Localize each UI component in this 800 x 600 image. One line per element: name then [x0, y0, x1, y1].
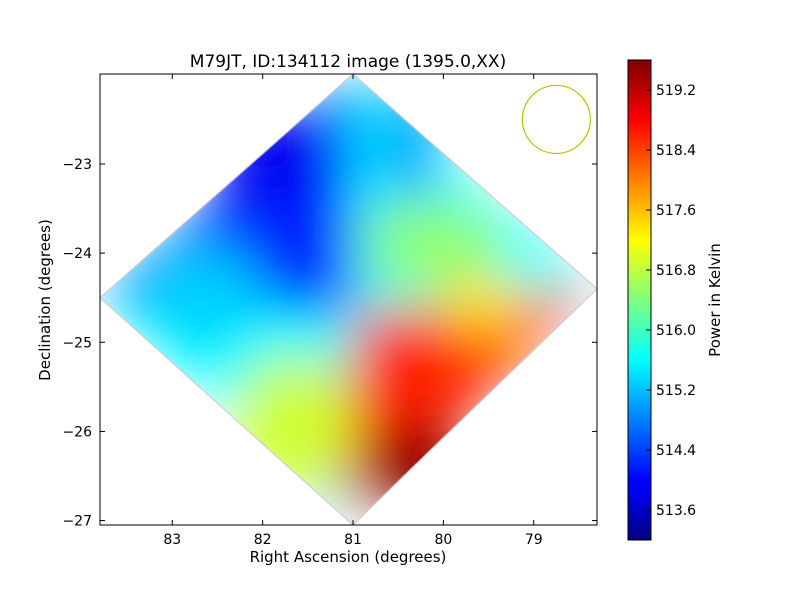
colorbar-label: Power in Kelvin	[706, 243, 724, 357]
y-tick-label: −25	[62, 335, 92, 351]
heatmap-region	[233, 354, 354, 495]
colorbar-gradient	[627, 59, 652, 541]
y-axis-label: Declination (degrees)	[36, 219, 54, 381]
x-axis-ticks: 83 82 81 80 79	[163, 74, 543, 548]
heatmap-minimum	[216, 110, 327, 201]
colorbar-tick-label: 518.4	[656, 143, 696, 159]
heatmap-peak	[361, 422, 472, 513]
y-tick-label: −26	[62, 424, 92, 440]
colorbar-tick-label: 517.6	[656, 203, 696, 219]
y-tick-label: −23	[62, 157, 92, 173]
x-tick-label: 83	[163, 532, 181, 548]
colorbar: 513.6 514.4 515.2 516.0 516.8 517.6 518.4 519.2…	[627, 59, 724, 541]
heatmap-region	[363, 199, 504, 290]
heatmap-image	[100, 74, 597, 525]
x-tick-label: 81	[344, 532, 362, 548]
colorbar-tick-label: 515.2	[656, 383, 696, 399]
beam-circle	[521, 84, 591, 155]
colorbar-tick-label: 519.2	[656, 83, 696, 99]
y-tick-label: −24	[62, 246, 92, 262]
y-tick-label: −27	[62, 514, 92, 530]
x-tick-label: 79	[525, 532, 543, 548]
heatmap-region	[143, 244, 264, 345]
x-tick-label: 82	[254, 532, 272, 548]
colorbar-tick-label: 516.8	[656, 263, 696, 279]
y-axis-ticks: −23 −24 −25 −26 −27	[62, 157, 597, 530]
heatmap-region	[438, 274, 529, 335]
x-axis-label: Right Ascension (degrees)	[250, 548, 447, 566]
footprint-outline	[100, 74, 597, 525]
colorbar-tick-label: 516.0	[656, 323, 696, 339]
colorbar-ticks: 513.6 514.4 515.2 516.0 516.8 517.6 518.4 519.2	[646, 83, 696, 519]
colorbar-tick-label: 513.6	[656, 503, 696, 519]
plot-area-frame	[99, 73, 598, 526]
heatmap-region	[378, 84, 439, 204]
chart-title: M79JT, ID:134112 image (1395.0,XX)	[190, 52, 506, 72]
x-tick-label: 80	[434, 532, 452, 548]
colorbar-tick-label: 514.4	[656, 443, 696, 459]
